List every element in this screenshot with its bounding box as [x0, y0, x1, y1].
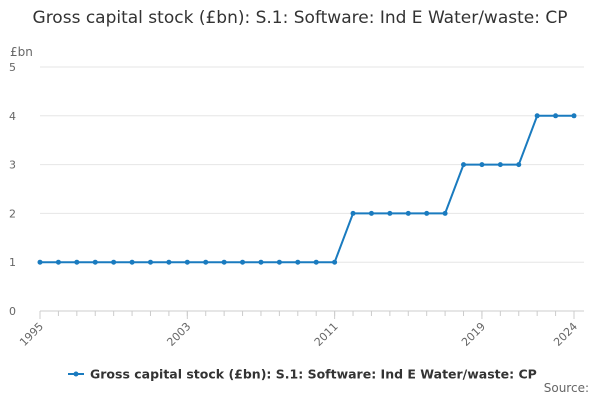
data-point [55, 259, 61, 265]
data-point [461, 162, 467, 168]
data-point [74, 259, 80, 265]
x-tick-label: 2019 [459, 320, 488, 349]
data-point [147, 259, 153, 265]
y-axis-label: £bn [10, 45, 33, 59]
y-tick-label: 1 [9, 256, 16, 269]
data-point [184, 259, 190, 265]
data-point [258, 259, 264, 265]
data-point [571, 113, 577, 119]
data-point [516, 162, 522, 168]
series-line [40, 114, 574, 264]
data-point [553, 113, 559, 119]
chart-title: Gross capital stock (£bn): S.1: Software… [32, 8, 568, 28]
source: Source: [544, 381, 589, 395]
data-point [534, 113, 540, 119]
data-point [313, 259, 319, 265]
data-point [276, 259, 282, 265]
y-tick-label: 3 [9, 159, 16, 172]
data-point [166, 259, 172, 265]
data-point [387, 210, 393, 216]
legend-label: Gross capital stock (£bn): S.1: Software… [90, 367, 537, 382]
y-tick-label: 2 [9, 207, 16, 220]
x-tick-label: 1995 [17, 320, 46, 349]
y-tick-label: 5 [9, 61, 16, 74]
data-point [424, 210, 430, 216]
data-point [203, 259, 209, 265]
data-point [295, 259, 301, 265]
y-tick-label: 0 [9, 305, 16, 318]
data-point [221, 259, 227, 265]
legend-marker [73, 371, 79, 377]
x-tick-label: 2011 [312, 320, 341, 349]
data-point [368, 210, 374, 216]
data-point [111, 259, 117, 265]
x-tick-label: 2024 [551, 320, 580, 349]
data-point [497, 162, 503, 168]
data-point [332, 259, 338, 265]
data-point [37, 259, 43, 265]
y-tick-label: 4 [9, 110, 16, 123]
data-point [92, 259, 98, 265]
data-point [405, 210, 411, 216]
data-point [442, 210, 448, 216]
data-point [240, 259, 246, 265]
x-tick-label: 2003 [164, 320, 193, 349]
data-point [129, 259, 135, 265]
data-point [350, 210, 356, 216]
data-point [479, 162, 485, 168]
